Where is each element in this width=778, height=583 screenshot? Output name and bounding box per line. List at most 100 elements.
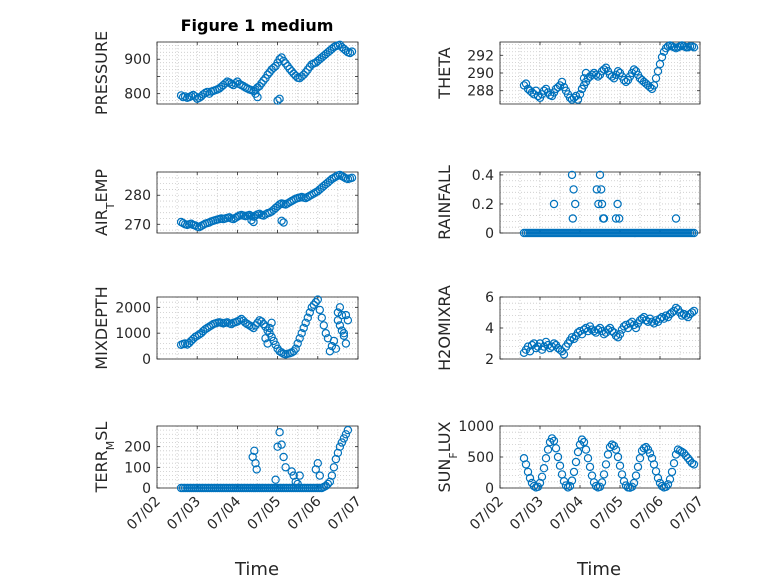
data-point xyxy=(553,82,563,92)
data-point xyxy=(591,70,601,80)
data-point xyxy=(277,440,286,449)
data-point xyxy=(581,445,591,454)
data-point xyxy=(252,465,261,474)
data-point xyxy=(585,462,595,472)
data-point xyxy=(265,323,274,333)
data-point xyxy=(635,454,645,463)
subplot-sun_flux: 0 500 1000 07/02 07/03 07/04 07/05 07/06 07/07 SU… xyxy=(435,419,707,533)
data-point xyxy=(653,473,663,483)
data-point xyxy=(599,214,609,223)
data-point xyxy=(273,442,282,451)
data-point xyxy=(250,446,259,455)
y-tick-label: 100 xyxy=(124,460,151,476)
data-point xyxy=(309,189,318,198)
y-tick-label: 0 xyxy=(142,481,151,497)
data-point xyxy=(271,340,280,349)
data-point xyxy=(569,93,579,103)
axes-box xyxy=(156,171,359,234)
data-point xyxy=(341,339,351,348)
data-point xyxy=(275,428,284,437)
data-point xyxy=(641,316,651,325)
data-point xyxy=(251,321,260,330)
data-point xyxy=(527,88,537,97)
x-tick-label: 07/04 xyxy=(204,493,244,533)
data-point xyxy=(625,319,635,328)
data-point xyxy=(303,192,312,202)
data-point xyxy=(607,440,617,449)
data-point xyxy=(593,325,603,334)
data-point xyxy=(629,478,639,488)
data-point xyxy=(579,74,589,83)
data-point xyxy=(615,461,625,470)
data-point xyxy=(521,460,531,469)
data-point xyxy=(259,76,268,85)
x-tick-label: 07/06 xyxy=(627,493,667,533)
data-point xyxy=(651,467,661,476)
data-point xyxy=(571,199,580,209)
data-point xyxy=(305,308,314,317)
subplot-grid: 800 900 PRESSURE 288 290 292 THETA 270 280 AIRTEM… xyxy=(92,31,707,533)
data-point xyxy=(279,218,288,227)
data-point xyxy=(615,214,624,223)
y-axis-label: PRESSURE xyxy=(92,31,111,115)
data-point xyxy=(653,66,663,76)
data-point xyxy=(267,332,276,342)
data-point xyxy=(547,434,557,443)
series-rainfall xyxy=(519,170,699,238)
data-point xyxy=(341,46,351,55)
series-mixdepth xyxy=(176,295,353,359)
data-point xyxy=(281,463,290,472)
data-point xyxy=(337,438,347,447)
data-point xyxy=(293,339,302,348)
data-point xyxy=(309,300,318,309)
grid-rainfall xyxy=(499,172,701,234)
y-tick-label: 0 xyxy=(142,352,151,368)
data-point xyxy=(687,459,697,468)
data-point xyxy=(651,74,661,83)
data-point xyxy=(567,476,577,485)
x-tick-label: 07/05 xyxy=(245,494,285,534)
data-point xyxy=(263,70,272,79)
data-point xyxy=(595,482,605,491)
data-point xyxy=(595,170,605,180)
subplot-pressure: 800 900 PRESSURE xyxy=(92,31,359,115)
data-point xyxy=(611,445,621,454)
data-point xyxy=(555,461,565,470)
data-point xyxy=(594,199,603,209)
y-axis-label: MIXDEPTH xyxy=(92,286,111,369)
data-point xyxy=(279,452,288,462)
data-point xyxy=(343,425,353,435)
data-point xyxy=(315,471,324,480)
data-point xyxy=(347,47,357,56)
data-point xyxy=(599,470,609,479)
data-point xyxy=(613,66,623,76)
data-point xyxy=(194,222,204,232)
data-point xyxy=(339,434,349,443)
data-point xyxy=(583,326,593,336)
y-tick-label: 200 xyxy=(124,440,151,456)
grid-sun_flux xyxy=(499,425,701,489)
y-axis-label: AIRTEMP xyxy=(92,169,117,236)
data-point xyxy=(249,217,258,227)
data-point xyxy=(657,52,667,62)
data-point xyxy=(568,214,578,223)
grid-theta xyxy=(499,42,701,104)
data-point xyxy=(629,65,639,74)
data-point xyxy=(247,322,256,331)
data-point xyxy=(551,444,561,453)
data-point xyxy=(577,84,587,94)
data-point xyxy=(631,323,641,333)
data-point xyxy=(665,475,675,484)
data-point xyxy=(541,454,551,463)
data-point xyxy=(687,308,697,317)
data-point xyxy=(559,350,569,359)
data-point xyxy=(339,329,349,338)
data-point xyxy=(257,317,266,326)
y-axis-label: RAINFALL xyxy=(435,165,454,240)
data-point xyxy=(557,470,567,479)
y-axis-label: TERRMSL xyxy=(92,422,117,494)
data-point xyxy=(313,459,322,468)
data-point xyxy=(329,463,339,472)
data-point xyxy=(621,77,631,87)
data-point xyxy=(299,323,308,333)
